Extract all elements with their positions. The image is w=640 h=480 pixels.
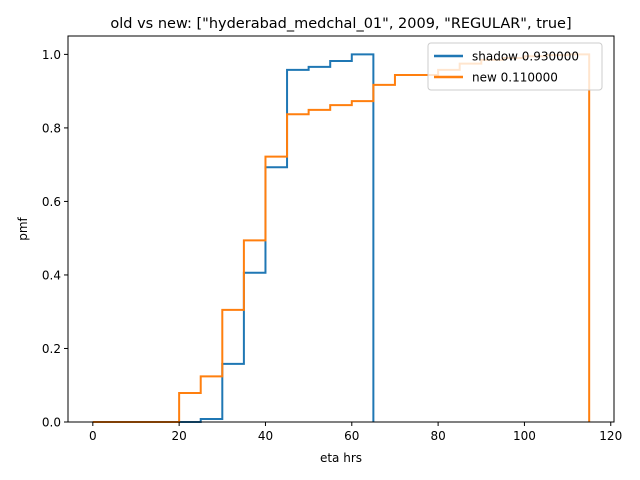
axes-frame	[67, 35, 615, 423]
legend-label-shadow: shadow 0.930000	[472, 50, 579, 64]
x-tick-label: 0	[89, 429, 97, 443]
y-tick-label: 0.0	[42, 416, 61, 430]
y-tick-label: 0.4	[42, 268, 61, 282]
x-tick-label: 60	[344, 429, 359, 443]
legend: shadow 0.930000 new 0.110000	[427, 42, 603, 91]
x-axis-ticks: 0 20 40 60 80 100 120	[89, 422, 622, 443]
y-axis-ticks: 0.0 0.2 0.4 0.6 0.8 1.0	[42, 48, 68, 430]
x-tick-label: 100	[513, 429, 536, 443]
y-tick-label: 0.6	[42, 195, 61, 209]
legend-box	[427, 42, 603, 91]
x-tick-label: 40	[258, 429, 273, 443]
y-axis-label: pmf	[16, 216, 30, 240]
y-tick-label: 1.0	[42, 48, 61, 62]
x-tick-label: 20	[172, 429, 187, 443]
axes-spines	[67, 35, 615, 423]
legend-label-new: new 0.110000	[472, 71, 558, 85]
x-axis-label: eta hrs	[320, 451, 362, 465]
plot-area	[68, 36, 614, 422]
chart-title: old vs new: ["hyderabad_medchal_01", 200…	[110, 16, 571, 32]
y-tick-label: 0.2	[42, 342, 61, 356]
x-tick-label: 80	[430, 429, 445, 443]
y-tick-label: 0.8	[42, 121, 61, 135]
x-tick-label: 120	[599, 429, 622, 443]
